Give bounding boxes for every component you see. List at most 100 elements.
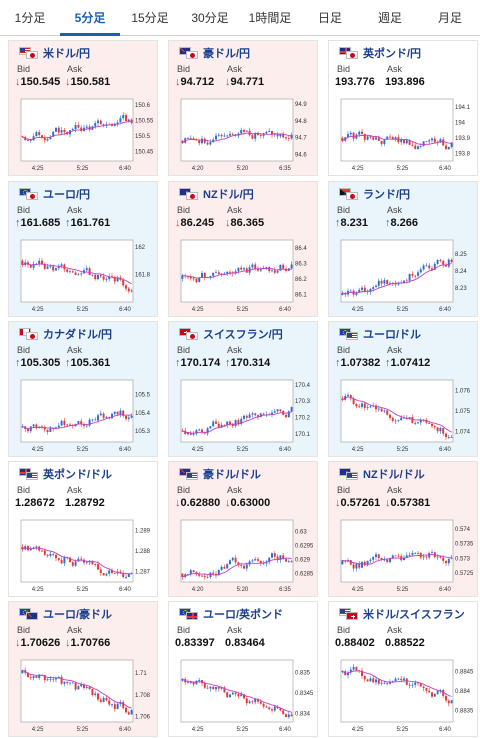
pair-name: ユーロ/豪ドル [43, 609, 113, 621]
x-tick-label: 6:40 [119, 166, 131, 172]
tab-2[interactable]: 15分足 [131, 11, 169, 25]
candle [285, 137, 287, 139]
pair-title[interactable]: 豪ドル/ドル [179, 466, 261, 482]
currency-card[interactable]: ユーロ/豪ドル Bid Ask ↓1.70626 ↓1.70766 1.71 1.708 1.… [8, 601, 158, 737]
bid-value: ↓0.62880 [175, 497, 221, 509]
candle [57, 265, 60, 269]
candle [254, 264, 257, 269]
candle [389, 283, 391, 285]
candle [192, 278, 195, 280]
pair-title[interactable]: 米ドル/円 [19, 45, 90, 61]
pair-name: 米ドル/円 [43, 48, 91, 60]
currency-card[interactable]: ランド/円 Bid Ask ↑8.231 ↑8.266 8.25 8.24 8.23 4:25 5… [328, 181, 478, 317]
candle [254, 559, 257, 561]
x-tick-label: 6:40 [119, 447, 131, 453]
plot-area [20, 239, 134, 303]
x-tick-label: 4:25 [32, 447, 44, 453]
pair-title[interactable]: 豪ドル/円 [179, 45, 250, 61]
currency-card[interactable]: ユーロ/ドル Bid Ask ↑1.07382 ↑1.07412 1.076 1.075 1.… [328, 321, 478, 457]
tab-6[interactable]: 週足 [377, 11, 402, 25]
tab-5[interactable]: 日足 [317, 11, 342, 25]
pair-title[interactable]: NZドル/ドル [339, 466, 425, 482]
y-tick-label: 170.1 [295, 432, 311, 438]
pair-title[interactable]: 英ポンド/円 [339, 45, 421, 61]
price-chart[interactable]: 0.835 0.8345 0.834 4:25 5:25 6:40 [177, 656, 313, 734]
price-chart[interactable]: 0.63 0.6295 0.629 0.6285 4:20 5:20 6:35 [177, 516, 313, 594]
pair-title[interactable]: 米ドル/スイスフラン [339, 606, 465, 622]
price-chart[interactable]: 1.076 1.075 1.074 4:25 5:25 6:40 [337, 376, 473, 454]
x-tick-label: 4:25 [32, 727, 44, 733]
price-chart[interactable]: 94.9 94.8 94.7 94.6 4:20 5:20 6:35 [177, 95, 313, 173]
candle [223, 273, 226, 275]
pair-title[interactable]: ユーロ/英ポンド [179, 606, 283, 622]
price-chart[interactable]: 105.5 105.4 105.3 4:25 5:25 6:40 [17, 376, 153, 454]
price-chart[interactable]: 150.6 150.55 150.5 150.45 4:25 5:25 6:40 [17, 95, 153, 173]
currency-card[interactable]: 英ポンド/円 Bid Ask 193.776 193.896 194.1 194 193.9 1… [328, 40, 478, 176]
candlestick-chart: 170.4 170.3 170.2 170.1 4:25 5:25 6:40 [180, 379, 311, 453]
tab-3[interactable]: 30分足 [191, 11, 229, 25]
candle [425, 688, 428, 691]
ask-value: ↑161.761 [65, 217, 111, 229]
currency-card[interactable]: ユーロ/英ポンド Bid Ask 0.83397 0.83464 0.835 0.8345 0… [168, 601, 318, 737]
candle [271, 412, 273, 415]
bid-arrow-icon: ↑ [335, 357, 341, 369]
currency-card[interactable]: 米ドル/スイスフラン Bid Ask 0.88402 0.88522 0.8845 0.88… [328, 601, 478, 737]
currency-card[interactable]: 豪ドル/円 Bid Ask ↓94.712 ↓94.771 94.9 94.8 94.7 94.… [168, 40, 318, 176]
pair-title[interactable]: ユーロ/ドル [339, 326, 421, 342]
candle [108, 276, 111, 280]
us-flag-icon [346, 332, 358, 340]
price-chart[interactable]: 194.1 194 193.9 193.8 4:25 5:25 6:40 [337, 95, 473, 173]
candle [245, 564, 248, 569]
ask-value: ↓86.365 [225, 217, 265, 229]
pair-title[interactable]: ランド/円 [339, 186, 410, 202]
currency-card[interactable]: スイスフラン/円 Bid Ask ↑170.174 ↑170.314 170.4 170.3… [168, 321, 318, 457]
price-chart[interactable]: 86.4 86.3 86.2 86.1 4:25 5:25 6:40 [177, 236, 313, 314]
pair-title[interactable]: ユーロ/円 [19, 186, 90, 202]
moving-average-line [342, 396, 452, 433]
tab-0[interactable]: 1分足 [14, 11, 46, 25]
price-chart[interactable]: 1.71 1.708 1.706 4:25 5:25 6:40 [17, 656, 153, 734]
pair-title[interactable]: スイスフラン/円 [179, 326, 283, 342]
pair-flags-icon [339, 47, 359, 59]
tab-1[interactable]: 5分足 [60, 0, 120, 36]
price-chart[interactable]: 8.25 8.24 8.23 4:25 5:25 6:40 [337, 236, 473, 314]
pair-title[interactable]: カナダドル/円 [19, 326, 112, 342]
price-chart[interactable]: 162 161.8 4:25 5:25 6:40 [17, 236, 153, 314]
currency-card[interactable]: 米ドル/円 Bid Ask ↓150.545 ↓150.581 150.6 150.55 15… [8, 40, 158, 176]
pair-title[interactable]: NZドル/円 [179, 186, 254, 202]
pair-flags-icon [339, 328, 359, 340]
candle [425, 141, 428, 143]
bid-arrow-icon: ↑ [15, 217, 21, 229]
candle [366, 407, 369, 408]
jp-flag-icon [186, 51, 198, 59]
candle [229, 133, 231, 136]
candle [358, 289, 361, 293]
tab-4[interactable]: 1時間足 [248, 11, 292, 25]
candle [35, 676, 38, 678]
candle [240, 267, 243, 270]
candle [74, 124, 77, 130]
y-tick-label: 0.574 [455, 527, 471, 533]
pair-title[interactable]: ユーロ/豪ドル [19, 606, 112, 622]
x-tick-label: 4:25 [32, 587, 44, 593]
candle [417, 552, 419, 554]
candle [349, 669, 352, 673]
pair-title[interactable]: 英ポンド/ドル [19, 466, 112, 482]
currency-card[interactable]: 豪ドル/ドル Bid Ask ↓0.62880 ↓0.63000 0.63 0.6295 0.… [168, 461, 318, 597]
currency-card[interactable]: ユーロ/円 Bid Ask ↑161.685 ↑161.761 162 161.8 4:25 5… [8, 181, 158, 317]
currency-card[interactable]: 英ポンド/ドル Bid Ask 1.28672 1.28792 1.289 1.288 1.2… [8, 461, 158, 597]
candle [27, 429, 29, 432]
tab-7[interactable]: 月足 [437, 11, 462, 25]
price-chart[interactable]: 170.4 170.3 170.2 170.1 4:25 5:25 6:40 [177, 376, 313, 454]
currency-card[interactable]: NZドル/円 Bid Ask ↓86.245 ↓86.365 86.4 86.3 86.2 86… [168, 181, 318, 317]
candle [94, 123, 97, 127]
candle [276, 556, 279, 561]
currency-card[interactable]: カナダドル/円 Bid Ask ↑105.305 ↑105.361 105.5 105.4 1… [8, 321, 158, 457]
candle [201, 272, 203, 278]
price-chart[interactable]: 0.8845 0.884 0.8835 4:25 5:25 6:40 [337, 656, 473, 734]
price-chart[interactable]: 1.289 1.288 1.287 4:25 5:25 6:40 [17, 516, 153, 594]
currency-card[interactable]: NZドル/ドル Bid Ask ↓0.57261 ↓0.57381 0.574 0.5735… [328, 461, 478, 597]
price-chart[interactable]: 0.574 0.5735 0.573 0.5725 4:25 5:25 6:40 [337, 516, 473, 594]
x-tick-label: 4:25 [352, 587, 364, 593]
candle [192, 138, 195, 140]
